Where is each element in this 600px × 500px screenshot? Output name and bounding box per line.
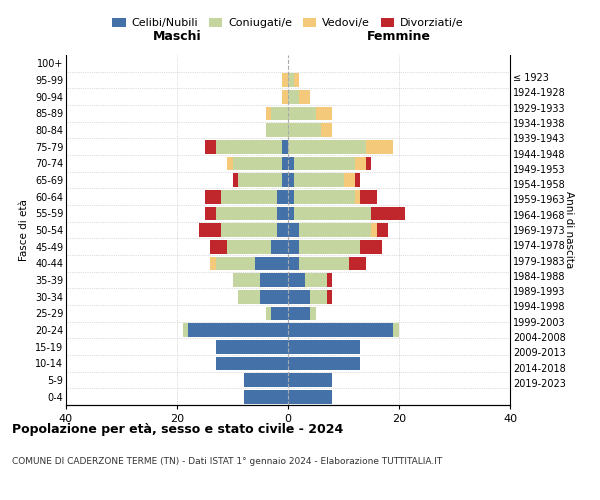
Bar (221, 223, 277, 237)
Bar (288, 106, 316, 120)
Bar (266, 123, 288, 137)
Bar (266, 106, 271, 120)
Bar (199, 223, 221, 237)
Bar (254, 256, 288, 270)
Bar (366, 156, 371, 170)
Bar (283, 90, 288, 104)
Bar (288, 273, 305, 287)
Bar (277, 206, 288, 220)
Bar (288, 290, 310, 304)
Bar (322, 123, 332, 137)
Bar (343, 173, 355, 187)
Bar (244, 373, 288, 387)
Bar (288, 323, 394, 337)
Bar (355, 190, 360, 203)
Bar (377, 223, 388, 237)
Bar (293, 206, 371, 220)
Bar (288, 73, 293, 87)
Bar (216, 356, 288, 370)
Bar (349, 256, 366, 270)
Bar (293, 73, 299, 87)
Bar (288, 356, 360, 370)
Bar (299, 240, 360, 254)
Bar (216, 206, 277, 220)
Bar (288, 240, 299, 254)
Bar (316, 106, 332, 120)
Bar (288, 256, 299, 270)
Bar (205, 206, 216, 220)
Bar (288, 173, 293, 187)
Bar (238, 173, 283, 187)
Bar (182, 323, 188, 337)
Bar (288, 373, 332, 387)
Bar (205, 190, 221, 203)
Bar (288, 123, 322, 137)
Bar (188, 323, 288, 337)
Bar (216, 256, 254, 270)
Bar (288, 156, 293, 170)
Bar (260, 273, 288, 287)
Bar (210, 256, 216, 270)
Bar (271, 240, 288, 254)
Bar (244, 390, 288, 404)
Bar (288, 90, 299, 104)
Bar (299, 90, 310, 104)
Bar (293, 173, 343, 187)
Bar (366, 140, 394, 153)
Bar (238, 290, 260, 304)
Bar (288, 223, 299, 237)
Bar (293, 190, 355, 203)
Bar (283, 73, 288, 87)
Bar (288, 340, 360, 353)
Bar (327, 290, 332, 304)
Bar (233, 173, 238, 187)
Bar (233, 156, 283, 170)
Bar (394, 323, 399, 337)
Bar (271, 306, 288, 320)
Bar (299, 256, 349, 270)
Bar (355, 156, 366, 170)
Bar (310, 306, 316, 320)
Y-axis label: Fasce di età: Fasce di età (19, 199, 29, 261)
Bar (283, 140, 288, 153)
Bar (371, 223, 377, 237)
Bar (299, 223, 371, 237)
Bar (283, 156, 288, 170)
Bar (216, 340, 288, 353)
Bar (277, 190, 288, 203)
Bar (277, 223, 288, 237)
Bar (288, 390, 332, 404)
Bar (227, 240, 271, 254)
Text: Popolazione per età, sesso e stato civile - 2024: Popolazione per età, sesso e stato civil… (12, 422, 343, 436)
Bar (305, 273, 327, 287)
Bar (310, 290, 327, 304)
Text: Maschi: Maschi (152, 30, 202, 44)
Bar (360, 190, 377, 203)
Bar (233, 273, 260, 287)
Bar (221, 190, 277, 203)
Text: COMUNE DI CADERZONE TERME (TN) - Dati ISTAT 1° gennaio 2024 - Elaborazione TUTTI: COMUNE DI CADERZONE TERME (TN) - Dati IS… (12, 458, 442, 466)
Legend: Celibi/Nubili, Coniugati/e, Vedovi/e, Divorziati/e: Celibi/Nubili, Coniugati/e, Vedovi/e, Di… (108, 13, 468, 32)
Bar (227, 156, 233, 170)
Bar (266, 306, 271, 320)
Bar (360, 240, 382, 254)
Bar (355, 173, 360, 187)
Bar (288, 190, 293, 203)
Bar (293, 156, 355, 170)
Bar (371, 206, 404, 220)
Bar (288, 206, 293, 220)
Bar (216, 140, 283, 153)
Bar (327, 273, 332, 287)
Bar (210, 240, 227, 254)
Bar (288, 306, 310, 320)
Bar (288, 140, 366, 153)
Bar (205, 140, 216, 153)
Bar (283, 173, 288, 187)
Text: Femmine: Femmine (367, 30, 431, 44)
Y-axis label: Anni di nascita: Anni di nascita (564, 192, 574, 268)
Bar (260, 290, 288, 304)
Bar (271, 106, 288, 120)
